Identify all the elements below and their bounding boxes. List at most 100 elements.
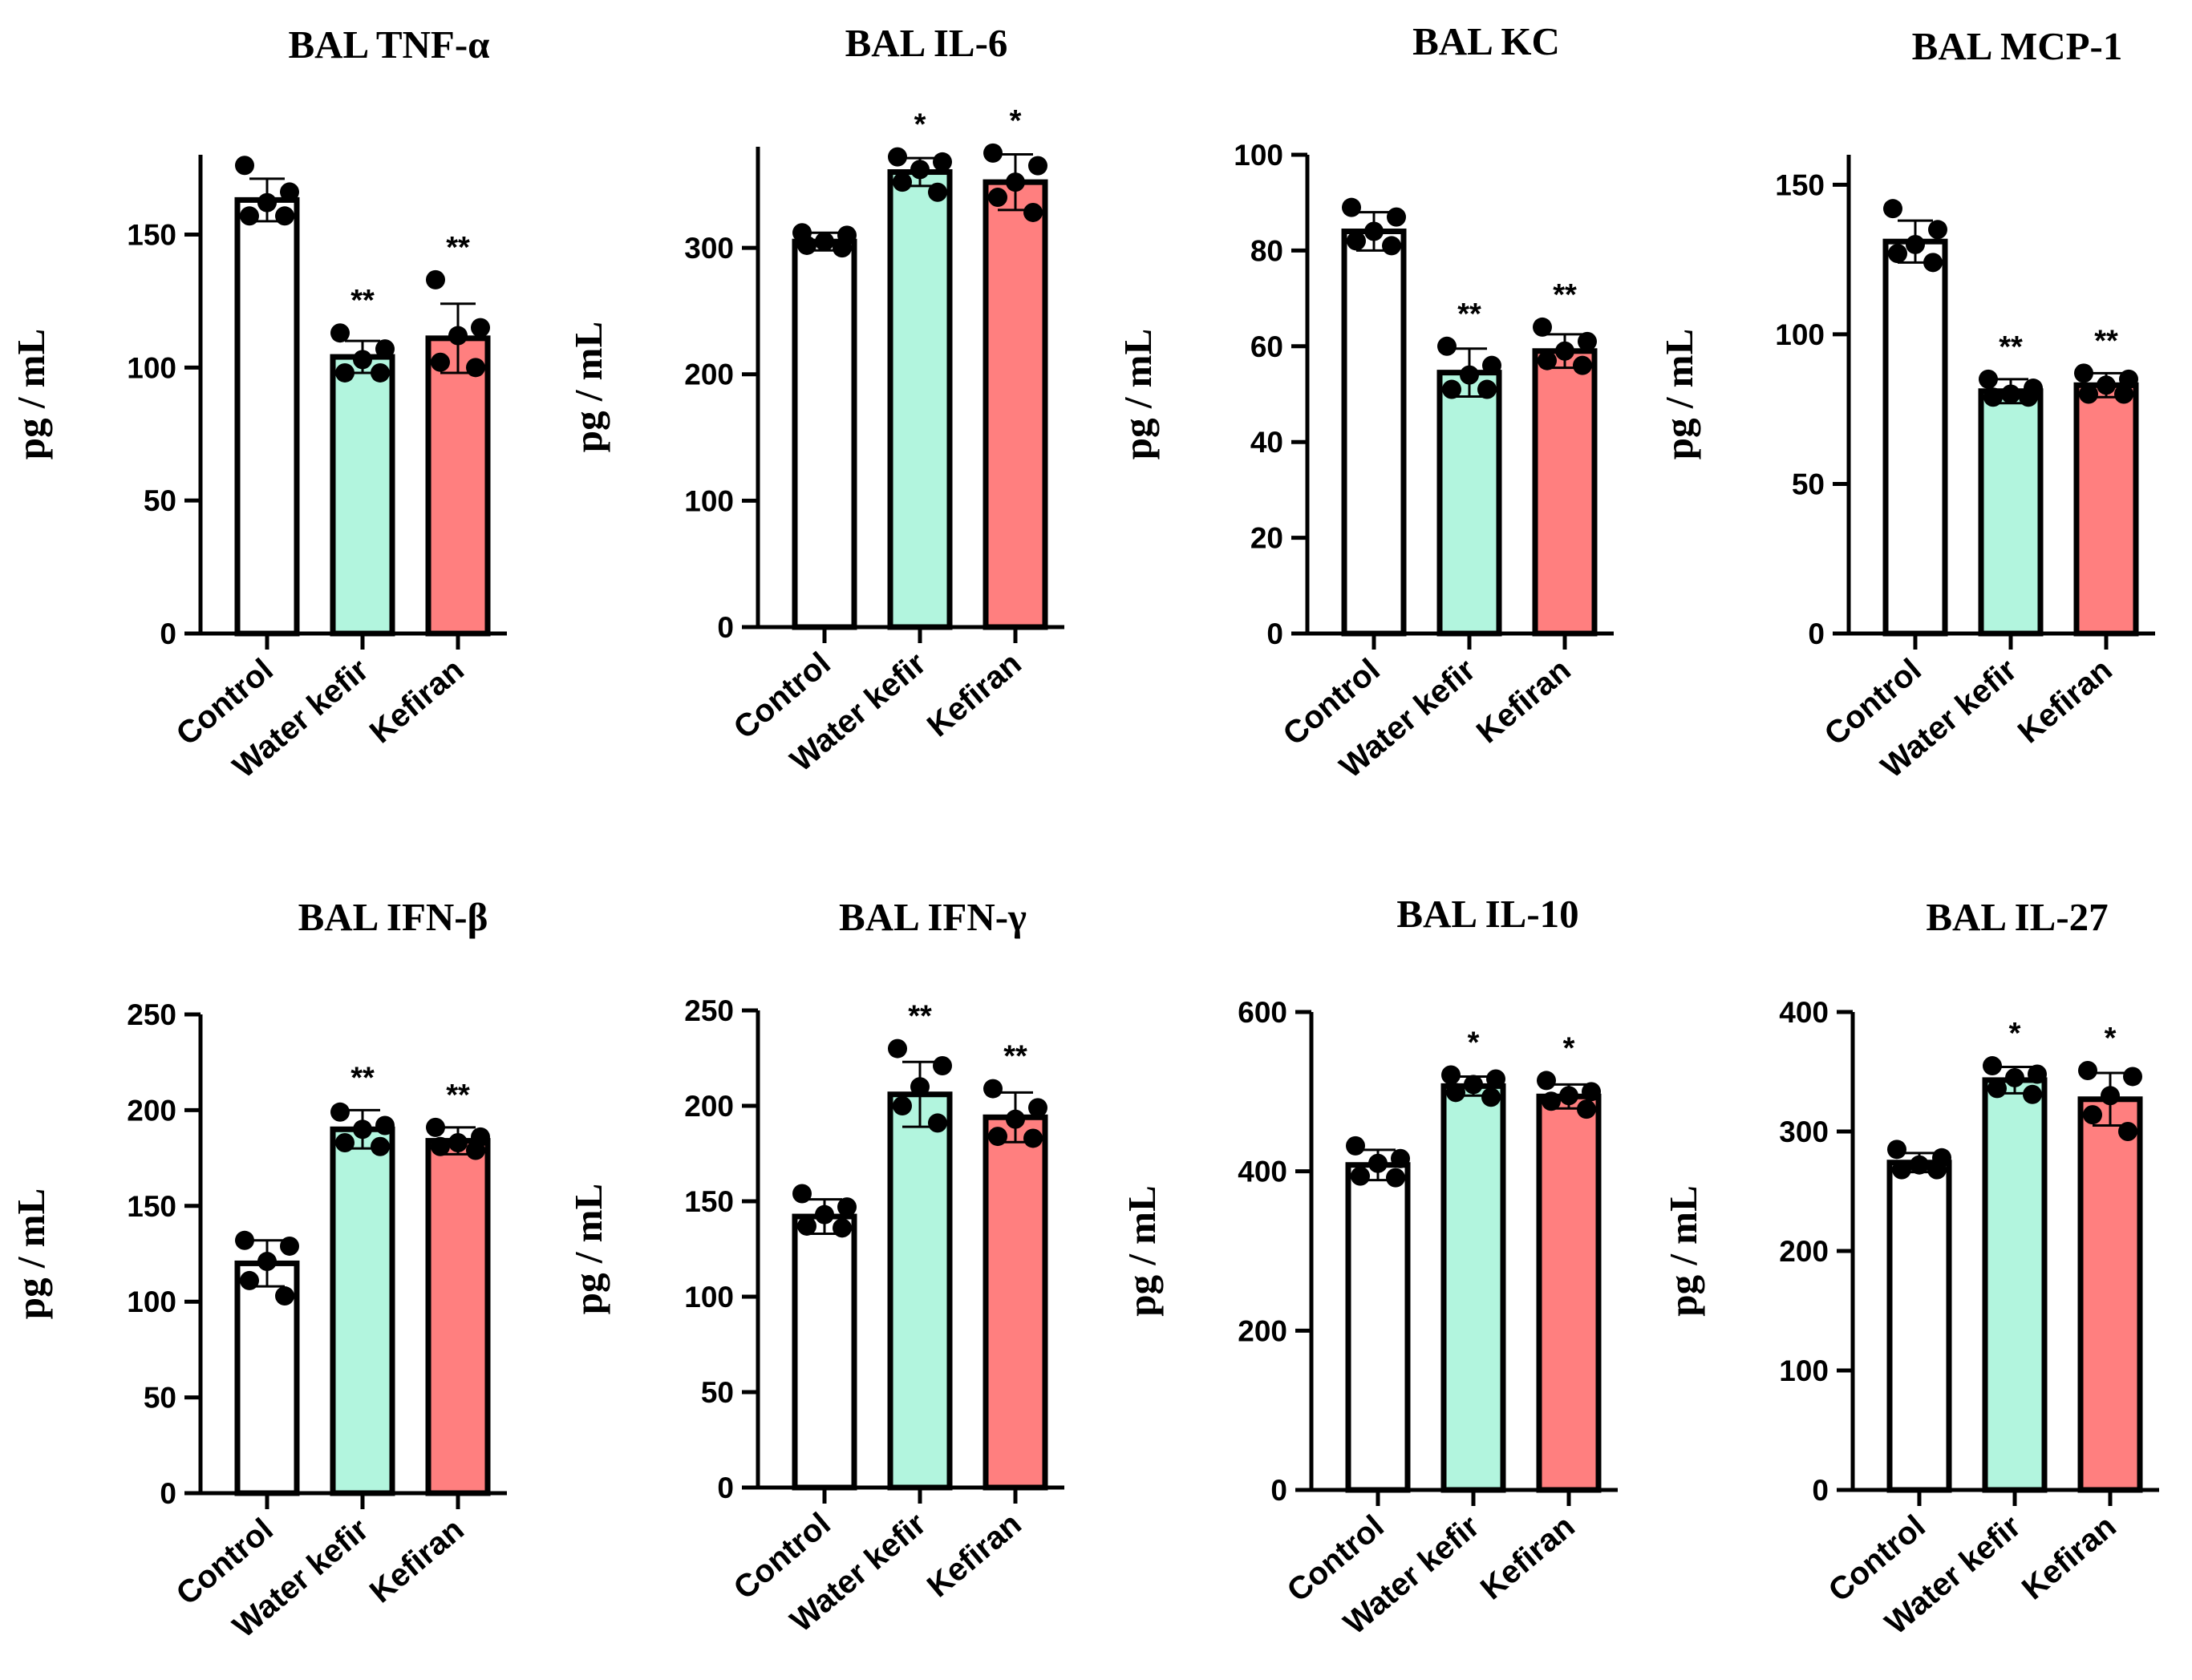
- y-tick-label: 100: [684, 484, 734, 517]
- data-point: [833, 238, 852, 258]
- data-point: [330, 323, 350, 343]
- data-point: [1923, 253, 1943, 273]
- data-point: [1927, 1160, 1947, 1180]
- y-tick-label: 250: [127, 998, 176, 1031]
- chart-title: BAL IFN-β: [298, 895, 488, 939]
- data-point: [1460, 365, 1479, 385]
- data-point: [448, 326, 468, 346]
- data-point: [1346, 1136, 1365, 1156]
- y-tick-label: 100: [1234, 139, 1283, 172]
- data-point: [335, 1132, 355, 1152]
- data-point: [448, 1132, 468, 1152]
- data-point: [1987, 1079, 2007, 1099]
- bar: [792, 238, 857, 630]
- data-point: [235, 156, 254, 176]
- data-point: [1364, 221, 1384, 241]
- data-point: [375, 1115, 395, 1136]
- data-point: [1028, 156, 1047, 176]
- bar: [2077, 1096, 2143, 1493]
- x-category-label: Kefiran: [2016, 1508, 2123, 1606]
- bar: [1436, 370, 1502, 637]
- data-point: [1382, 236, 1401, 256]
- data-point: [2123, 1067, 2142, 1087]
- data-point: [2097, 375, 2116, 395]
- x-category-label: Kefiran: [921, 646, 1028, 743]
- y-axis-label: pg / mL: [566, 1184, 610, 1314]
- data-point: [2005, 1067, 2024, 1087]
- data-point: [988, 1127, 1007, 1147]
- y-tick-label: 20: [1250, 522, 1283, 555]
- data-point: [280, 182, 299, 202]
- data-point: [893, 172, 912, 192]
- data-point: [1887, 1140, 1906, 1160]
- bar: [1982, 1077, 2048, 1493]
- data-point: [1387, 207, 1406, 227]
- data-point: [983, 1079, 1003, 1099]
- data-point: [1477, 379, 1497, 399]
- data-point: [431, 352, 450, 372]
- data-point: [1006, 172, 1025, 192]
- bar: [425, 1138, 491, 1496]
- data-point: [1582, 1082, 1601, 1102]
- bar: [425, 335, 491, 637]
- x-category-label: Kefiran: [1470, 652, 1578, 750]
- y-tick-label: 0: [1812, 1474, 1829, 1507]
- bar: [330, 1126, 395, 1496]
- bar: [1440, 1083, 1506, 1493]
- y-tick-label: 100: [684, 1281, 734, 1314]
- chart-panel: BAL IFN-βpg / mL050100150200250Control**…: [9, 895, 507, 1645]
- data-point: [2079, 384, 2098, 404]
- data-point: [893, 1096, 912, 1115]
- data-point: [837, 1197, 857, 1217]
- bar: [1886, 1160, 1952, 1493]
- y-tick-label: 200: [1238, 1314, 1287, 1347]
- significance-label: *: [1563, 1031, 1575, 1065]
- y-tick-label: 50: [144, 484, 176, 517]
- data-point: [815, 1204, 834, 1225]
- data-point: [797, 235, 816, 255]
- data-point: [1482, 355, 1501, 375]
- data-point: [1441, 1065, 1461, 1085]
- data-point: [330, 1102, 350, 1122]
- y-axis-label: pg / mL: [1661, 1185, 1705, 1316]
- data-point: [466, 1140, 485, 1160]
- bar: [1978, 388, 2044, 637]
- chart-panel: BAL MCP-1pg / mL050100150Control**Water …: [1657, 24, 2155, 785]
- data-point: [933, 1056, 952, 1076]
- chart-title: BAL IL-6: [845, 21, 1008, 65]
- data-point: [1906, 234, 1925, 254]
- chart-panel: BAL TNF-αpg / mL050100150Control**Water …: [9, 22, 507, 785]
- significance-label: **: [350, 1061, 375, 1095]
- y-tick-label: 100: [1779, 1354, 1829, 1387]
- data-point: [1537, 1071, 1556, 1091]
- data-point: [1888, 244, 1907, 264]
- y-tick-label: 60: [1250, 330, 1283, 363]
- data-point: [1442, 379, 1461, 399]
- y-tick-label: 150: [684, 1185, 734, 1218]
- data-point: [235, 1230, 254, 1250]
- y-tick-label: 150: [127, 1190, 176, 1223]
- data-point: [888, 1038, 907, 1059]
- data-point: [1555, 341, 1574, 361]
- y-axis-label: pg / mL: [1657, 329, 1701, 459]
- data-point: [888, 147, 907, 167]
- y-tick-label: 300: [1779, 1115, 1829, 1148]
- significance-label: *: [1010, 104, 1022, 138]
- data-point: [335, 362, 355, 383]
- data-point: [2019, 387, 2038, 407]
- data-point: [353, 350, 372, 370]
- chart-title: BAL IFN-γ: [839, 895, 1027, 939]
- data-point: [280, 1236, 299, 1256]
- y-tick-label: 0: [717, 611, 734, 644]
- data-point: [1368, 1153, 1388, 1173]
- y-axis-label: pg / mL: [566, 322, 610, 452]
- y-tick-label: 200: [684, 358, 734, 391]
- chart-title: BAL IL-27: [1926, 895, 2108, 939]
- y-tick-label: 50: [144, 1382, 176, 1415]
- data-point: [1391, 1148, 1410, 1168]
- y-tick-label: 100: [127, 1285, 176, 1318]
